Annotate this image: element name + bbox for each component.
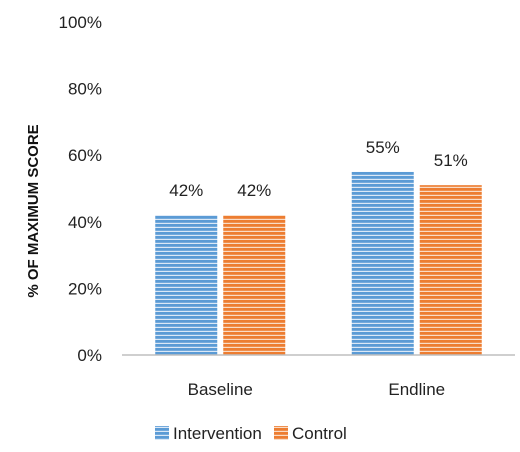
bars	[155, 171, 482, 355]
x-axis-categories: Baseline Endline	[188, 380, 445, 399]
data-label: 42%	[169, 181, 203, 200]
legend-swatch-intervention	[155, 426, 169, 440]
bar-intervention-endline	[351, 171, 414, 355]
legend-swatch-control	[274, 426, 288, 440]
y-tick-label: 20%	[68, 279, 102, 298]
y-axis-title: % OF MAXIMUM SCORE	[25, 124, 42, 297]
bar-control-baseline	[223, 215, 286, 355]
y-tick-label: 60%	[68, 146, 102, 165]
legend: Intervention Control	[155, 424, 347, 443]
y-tick-label: 40%	[68, 213, 102, 232]
y-tick-label: 100%	[59, 13, 102, 32]
legend-label-intervention: Intervention	[173, 424, 262, 443]
x-category-label: Endline	[388, 380, 445, 399]
y-tick-label: 80%	[68, 80, 102, 99]
y-axis-ticks: 0% 20% 40% 60% 80% 100%	[59, 13, 102, 365]
bar-control-endline	[419, 185, 482, 355]
data-label: 55%	[366, 138, 400, 157]
y-tick-label: 0%	[77, 346, 102, 365]
legend-label-control: Control	[292, 424, 347, 443]
bar-intervention-baseline	[155, 215, 218, 355]
data-labels: 42% 42% 55% 51%	[169, 138, 468, 200]
data-label: 51%	[434, 151, 468, 170]
x-category-label: Baseline	[188, 380, 253, 399]
data-label: 42%	[237, 181, 271, 200]
